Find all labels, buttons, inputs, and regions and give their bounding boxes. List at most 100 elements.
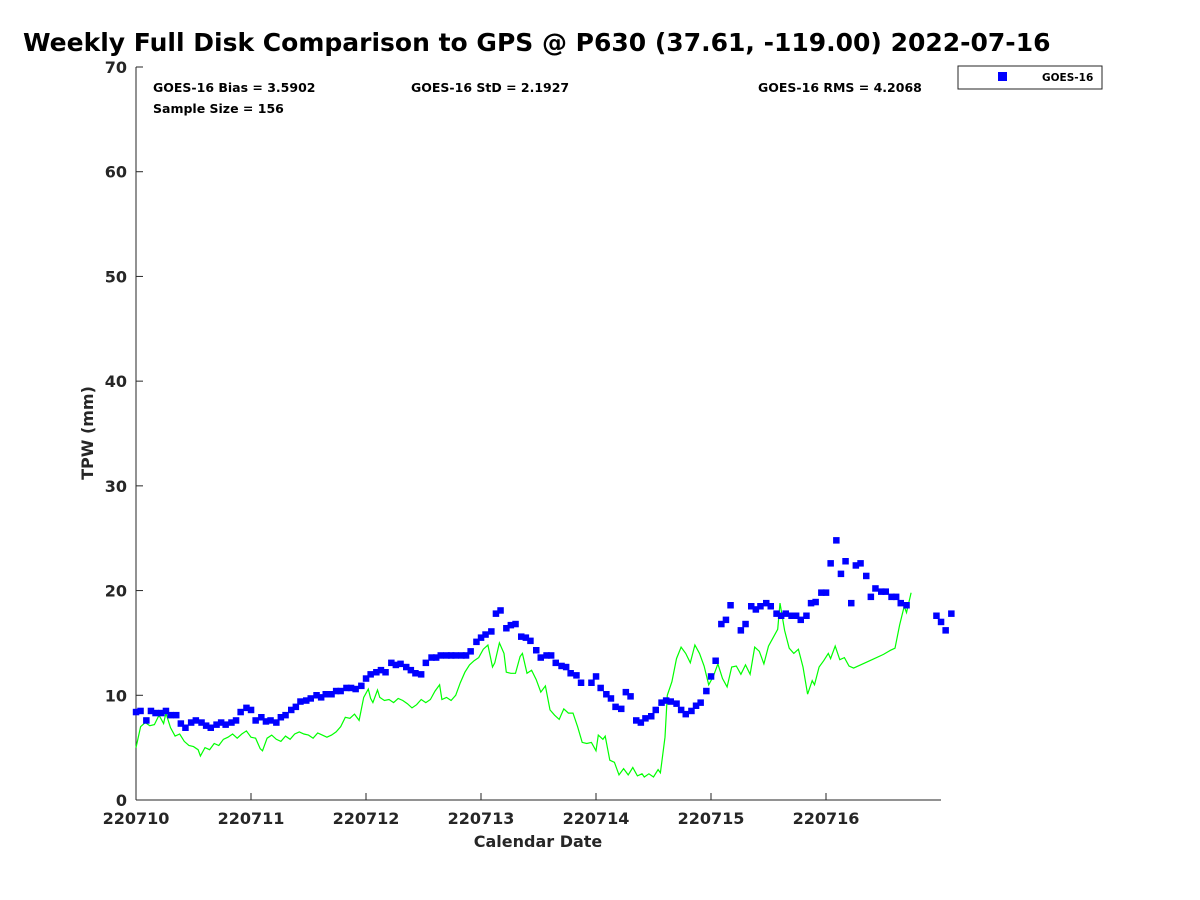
goes-16-point xyxy=(558,662,565,670)
goes-16-point xyxy=(152,709,159,717)
goes-16-point xyxy=(303,697,310,704)
goes-16-point xyxy=(812,598,819,606)
goes-16-point xyxy=(258,714,265,721)
x-tick-label: 220710 xyxy=(103,809,170,828)
goes-16-point xyxy=(888,593,895,601)
goes-16-point xyxy=(592,673,600,680)
goes-16-point xyxy=(377,666,385,674)
goes-16-point xyxy=(737,627,745,634)
goes-16-point xyxy=(797,616,804,624)
y-tick-label: 30 xyxy=(105,477,127,496)
goes-16-point xyxy=(763,599,770,607)
legend-marker-goes-16 xyxy=(998,72,1007,81)
goes-16-point xyxy=(933,612,940,619)
goes-16-point xyxy=(447,652,455,659)
goes-16-point xyxy=(252,717,259,724)
goes-16-point xyxy=(143,717,150,724)
goes-16-point xyxy=(878,588,885,595)
goes-16-point xyxy=(232,717,240,724)
goes-16-point xyxy=(228,719,235,726)
goes-16-point xyxy=(332,687,340,695)
goes-16-point xyxy=(588,679,595,686)
goes-16-point xyxy=(803,612,810,619)
goes-16-point xyxy=(677,706,685,714)
goes-16-point xyxy=(692,702,700,709)
stats-annotations: GOES-16 Bias = 3.5902 GOES-16 StD = 2.19… xyxy=(153,80,922,116)
goes-16-point xyxy=(662,697,670,704)
goes-16-point xyxy=(597,684,604,692)
goes-16-point xyxy=(277,714,285,721)
x-tick-label: 220712 xyxy=(333,809,400,828)
goes-16-point xyxy=(612,703,619,711)
goes-16-point xyxy=(537,654,544,661)
goes-16-point xyxy=(897,599,904,607)
goes-16-point xyxy=(192,717,200,724)
goes-16-point xyxy=(788,612,795,619)
goes-16-point xyxy=(237,708,244,716)
goes-16-point xyxy=(882,588,889,595)
goes-16-point xyxy=(792,612,800,619)
goes-16-point xyxy=(158,709,165,717)
goes-16-point xyxy=(577,679,585,686)
goes-16-point xyxy=(673,700,680,707)
x-tick-label: 220716 xyxy=(793,809,860,828)
goes-16-point xyxy=(317,694,325,701)
goes-16-series xyxy=(132,537,955,731)
goes-16-point xyxy=(217,719,225,726)
goes-16-point xyxy=(292,703,300,711)
legend: GOES-16 xyxy=(957,65,1103,90)
goes-16-point xyxy=(467,648,474,655)
goes-16-point xyxy=(177,720,185,727)
axis-labels: Calendar Date TPW (mm) xyxy=(78,386,602,851)
y-axis-label: TPW (mm) xyxy=(78,386,97,480)
goes-16-point xyxy=(867,593,875,601)
goes-16-point xyxy=(822,589,830,596)
goes-16-point xyxy=(892,593,900,601)
goes-16-point xyxy=(633,717,640,724)
goes-16-point xyxy=(547,652,555,659)
goes-16-point xyxy=(297,698,304,705)
x-tick-label: 220713 xyxy=(448,809,515,828)
legend-label-goes-16: GOES-16 xyxy=(1042,72,1093,84)
y-tick-label: 50 xyxy=(105,267,127,286)
goes-16-point xyxy=(707,673,715,680)
goes-16-point xyxy=(473,638,480,646)
gps-series xyxy=(135,592,912,778)
goes-16-point xyxy=(618,705,625,713)
goes-16-point xyxy=(703,687,710,695)
goes-16-point xyxy=(477,634,485,641)
goes-16-point xyxy=(807,599,815,607)
goes-16-point xyxy=(857,560,864,567)
goes-16-point xyxy=(388,659,395,667)
goes-16-point xyxy=(658,699,665,706)
goes-16-point xyxy=(863,572,870,580)
goes-16-point xyxy=(948,610,955,617)
goes-16-point xyxy=(403,663,410,671)
goes-16-point xyxy=(773,610,780,617)
y-tick-label: 10 xyxy=(105,686,127,705)
goes-16-point xyxy=(492,610,500,617)
goes-16-point xyxy=(328,691,335,698)
goes-16-point xyxy=(432,654,440,661)
goes-16-point xyxy=(443,652,450,659)
goes-16-point xyxy=(642,715,649,722)
goes-16-point xyxy=(782,610,789,617)
goes-16-point xyxy=(412,670,419,677)
goes-16-point xyxy=(688,707,695,715)
goes-16-point xyxy=(552,659,559,667)
goes-16-point xyxy=(712,657,719,664)
goes-16-point xyxy=(207,724,214,731)
goes-16-point xyxy=(417,671,425,678)
goes-16-point xyxy=(462,652,470,659)
x-tick-label: 220714 xyxy=(563,809,630,828)
goes-16-point xyxy=(942,627,949,634)
goes-16-point xyxy=(407,666,415,674)
goes-16-point xyxy=(818,589,825,596)
goes-16-point xyxy=(392,661,400,669)
goes-16-point xyxy=(748,603,755,610)
goes-16-point xyxy=(167,711,174,719)
goes-16-point xyxy=(247,706,255,714)
bias-annotation: GOES-16 Bias = 3.5902 xyxy=(153,80,315,95)
goes-16-point xyxy=(512,620,519,628)
